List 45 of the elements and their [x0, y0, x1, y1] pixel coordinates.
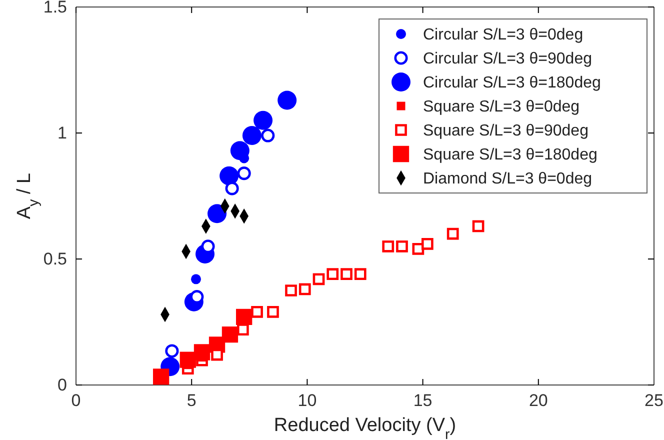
point — [446, 228, 459, 240]
legend-label: Square S/L=3 θ=90deg — [423, 122, 588, 140]
legend-label: Diamond S/L=3 θ=0deg — [423, 170, 592, 188]
x-tick-label: 5 — [186, 391, 196, 410]
x-tick-label: 20 — [528, 391, 548, 410]
point — [340, 268, 352, 280]
legend-label: Circular S/L=3 θ=180deg — [423, 74, 601, 92]
point — [267, 306, 279, 318]
point — [225, 182, 239, 196]
x-tick-label: 10 — [298, 391, 317, 410]
point — [354, 268, 366, 280]
point — [242, 126, 262, 145]
legend-label: Circular S/L=3 θ=90deg — [423, 50, 592, 68]
point — [285, 284, 297, 296]
x-tick-label: 25 — [644, 391, 664, 410]
point — [222, 326, 238, 343]
point — [396, 240, 408, 252]
point — [254, 110, 273, 130]
y-tick-label: 1.5 — [43, 0, 67, 16]
y-tick-label: 0.5 — [43, 249, 67, 268]
y-tick-label: 0 — [58, 375, 67, 394]
point — [278, 90, 297, 110]
y-tick-label: 1 — [58, 123, 67, 142]
legend-label: Square S/L=3 θ=180deg — [423, 146, 598, 164]
point — [472, 220, 484, 232]
point — [312, 273, 325, 286]
point — [208, 204, 227, 224]
point — [236, 324, 249, 336]
point — [165, 344, 179, 358]
point — [251, 306, 263, 318]
point — [261, 128, 275, 142]
point — [298, 283, 311, 296]
point — [220, 166, 239, 186]
x-axis-title: Reduced Velocity (V$_{r}$) — [274, 415, 456, 440]
point — [190, 274, 201, 284]
point — [326, 268, 339, 280]
point — [153, 368, 170, 385]
legend-label: Circular S/L=3 θ=0deg — [423, 26, 584, 44]
x-tick-label: 0 — [71, 391, 81, 410]
x-tick-label: 15 — [413, 391, 432, 410]
point — [382, 240, 394, 252]
legend-label: Square S/L=3 θ=0deg — [423, 98, 580, 116]
point — [237, 166, 251, 180]
point — [421, 238, 434, 250]
point — [412, 242, 424, 255]
